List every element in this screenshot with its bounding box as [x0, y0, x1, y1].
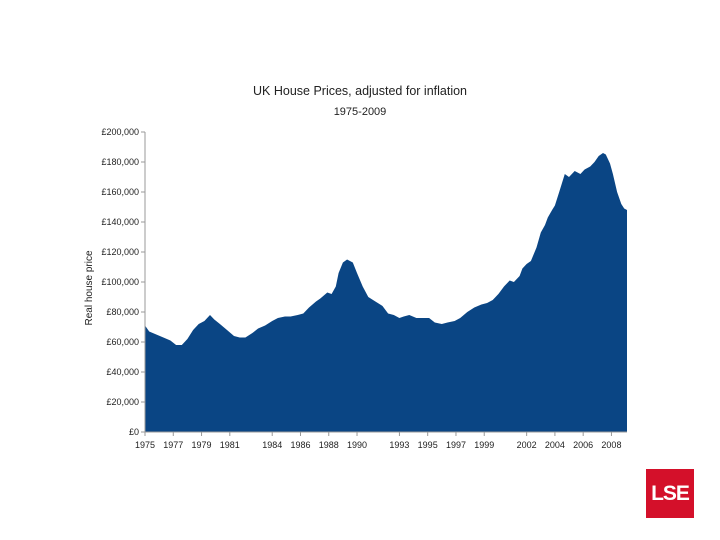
y-tick-label: £60,000	[106, 337, 139, 347]
x-tick-label: 1988	[319, 440, 339, 450]
y-tick-label: £140,000	[101, 217, 139, 227]
y-tick-label: £20,000	[106, 397, 139, 407]
x-tick-label: 2008	[601, 440, 621, 450]
x-tick-label: 1986	[290, 440, 310, 450]
y-tick-label: £200,000	[101, 127, 139, 137]
y-tick-label: £100,000	[101, 277, 139, 287]
y-tick-label: £120,000	[101, 247, 139, 257]
chart-title: UK House Prices, adjusted for inflation	[253, 84, 467, 98]
x-tick-label: 2006	[573, 440, 593, 450]
y-axis-label: Real house price	[84, 250, 95, 325]
x-tick-label: 1997	[446, 440, 466, 450]
x-tick-label: 2004	[545, 440, 565, 450]
x-tick-label: 1999	[474, 440, 494, 450]
x-tick-label: 2002	[517, 440, 537, 450]
chart-subtitle: 1975-2009	[333, 106, 387, 118]
y-tick-label: £40,000	[106, 367, 139, 377]
y-tick-label: £180,000	[101, 157, 139, 167]
x-tick-label: 1993	[389, 440, 409, 450]
x-tick-label: 1979	[192, 440, 212, 450]
y-tick-label: £160,000	[101, 187, 139, 197]
x-tick-label: 1984	[262, 440, 282, 450]
x-tick-label: 1981	[220, 440, 240, 450]
y-axis: £0 £20,000 £40,000 £60,000 £80,000 £100,000 £1…	[101, 127, 145, 437]
x-tick-label: 1995	[418, 440, 438, 450]
x-tick-label: 1977	[163, 440, 183, 450]
house-price-area	[145, 153, 627, 432]
x-tick-label: 1975	[135, 440, 155, 450]
y-tick-label: £80,000	[106, 307, 139, 317]
lse-logo: LSE	[646, 469, 694, 518]
x-axis: 1975 1977 1979 1981 1984 1986 1988 1990 1993 1995…	[135, 432, 621, 450]
x-tick-label: 1990	[347, 440, 367, 450]
y-tick-label: £0	[129, 427, 139, 437]
